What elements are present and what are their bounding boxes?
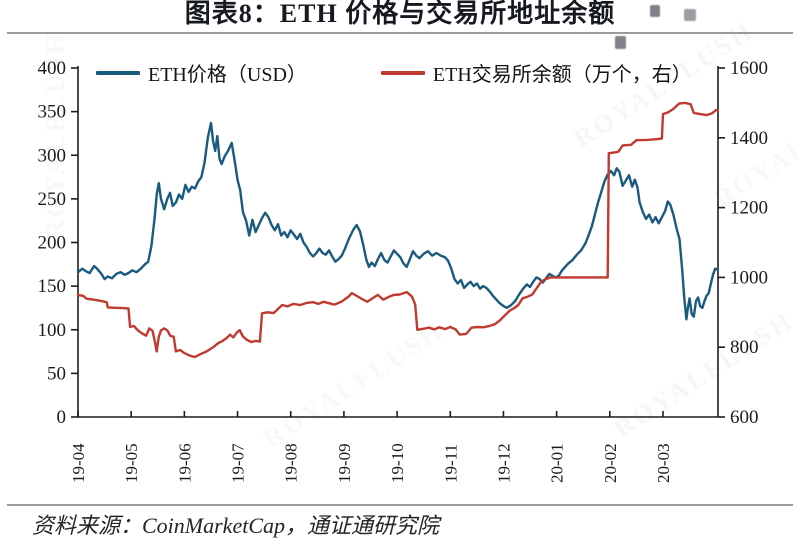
left-axis-tick-label: 200 [38,233,67,254]
left-axis-tick-label: 100 [38,320,67,341]
left-axis-tick-label: 300 [38,145,67,166]
left-axis-tick-label: 250 [38,189,67,210]
right-axis-tick-label: 800 [730,337,759,358]
left-axis-tick-label: 150 [38,276,67,297]
x-axis-tick-label: 19-12 [494,443,513,483]
x-axis-tick-label: 19-10 [388,443,407,483]
x-axis-tick-label: 20-03 [654,443,673,483]
right-axis-tick-label: 600 [730,407,759,428]
x-axis-tick-label: 19-09 [335,443,354,483]
legend-label-exchange-balance: ETH交易所余额（万个，右） [432,64,692,86]
legend-label-eth-price: ETH价格（USD） [148,64,307,86]
page-title: 图表8：ETH 价格与交易所地址余额 [184,0,616,28]
stamp-mark [615,36,626,49]
series-line-0 [76,121,719,321]
x-axis-tick-label: 19-06 [175,443,194,483]
footer-divider [7,504,793,506]
right-axis-tick-label: 1400 [730,128,768,149]
title-divider [7,32,793,34]
left-axis-tick-label: 50 [47,363,66,384]
x-axis-tick-label: 19-05 [122,443,141,483]
right-axis-tick-label: 1200 [730,198,768,219]
left-axis-tick-label: 400 [38,58,67,79]
left-axis-tick-label: 350 [38,102,67,123]
stamp-mark [650,5,660,17]
right-axis-tick-label: 1600 [730,58,768,79]
x-axis-tick-label: 19-07 [229,443,248,483]
axes [71,66,725,418]
series-line-1 [76,101,719,359]
stamp-mark [684,9,696,21]
legend-item-exchange-balance: ETH交易所余额（万个，右） [380,58,692,87]
x-axis-tick-label: 19-04 [69,443,88,483]
chart-legend: ETH价格（USD） ETH交易所余额（万个，右） [96,58,692,87]
legend-item-eth-price: ETH价格（USD） [96,58,307,87]
right-axis-tick-label: 1000 [730,267,768,288]
x-axis-tick-label: 20-01 [548,443,567,483]
x-axis-tick-label: 20-02 [601,443,620,483]
x-axis-tick-label: 19-11 [441,444,460,483]
left-axis-tick-label: 0 [57,407,67,428]
tick-labels: 0 50 100 150 200 250 300 350 400 600 800 1000 1200 14… [38,58,769,483]
blue-line-swatch [96,70,140,75]
x-axis-tick-label: 19-08 [282,443,301,483]
red-line-swatch [380,70,425,75]
